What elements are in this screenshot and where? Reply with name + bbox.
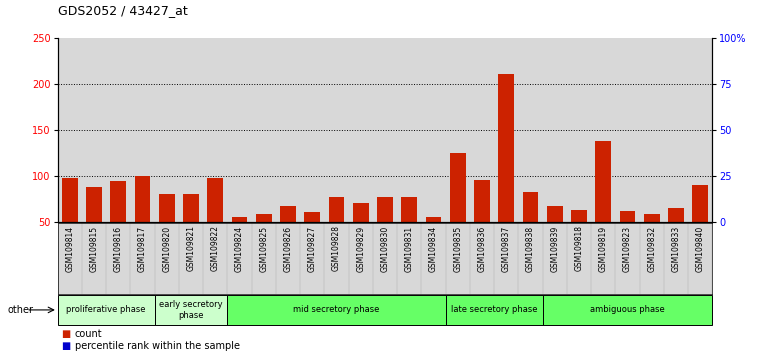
- Text: GSM109836: GSM109836: [477, 225, 487, 272]
- Bar: [256, 214, 272, 222]
- Bar: [571, 210, 587, 222]
- Text: GSM109831: GSM109831: [405, 225, 413, 272]
- Bar: [207, 178, 223, 222]
- Text: GSM109821: GSM109821: [186, 225, 196, 272]
- Bar: [110, 181, 126, 222]
- Bar: [474, 180, 490, 222]
- Bar: [353, 203, 369, 222]
- Bar: [135, 176, 150, 222]
- Bar: [377, 197, 393, 222]
- Text: GSM109819: GSM109819: [598, 225, 608, 272]
- Text: GSM109830: GSM109830: [380, 225, 390, 272]
- Text: ■: ■: [62, 341, 71, 350]
- Text: GSM109825: GSM109825: [259, 225, 268, 272]
- Bar: [426, 217, 441, 222]
- Text: GSM109820: GSM109820: [162, 225, 172, 272]
- Text: GSM109816: GSM109816: [114, 225, 123, 272]
- Text: GSM109827: GSM109827: [308, 225, 316, 272]
- Text: GSM109826: GSM109826: [283, 225, 293, 272]
- Text: GSM109835: GSM109835: [454, 225, 462, 272]
- Bar: [692, 185, 708, 222]
- Bar: [498, 74, 514, 222]
- Bar: [58, 295, 155, 325]
- Bar: [644, 214, 660, 222]
- Text: GSM109838: GSM109838: [526, 225, 535, 272]
- Text: GSM109814: GSM109814: [65, 225, 75, 272]
- Text: GSM109832: GSM109832: [647, 225, 656, 272]
- Bar: [547, 206, 563, 222]
- Bar: [155, 295, 227, 325]
- Text: count: count: [75, 329, 102, 339]
- Bar: [523, 192, 538, 222]
- Text: GSM109834: GSM109834: [429, 225, 438, 272]
- Bar: [401, 197, 417, 222]
- Text: GDS2052 / 43427_at: GDS2052 / 43427_at: [58, 4, 188, 17]
- Bar: [450, 153, 466, 222]
- Text: late secretory phase: late secretory phase: [450, 306, 537, 314]
- Text: mid secretory phase: mid secretory phase: [293, 306, 380, 314]
- Bar: [620, 211, 635, 222]
- Text: proliferative phase: proliferative phase: [66, 306, 146, 314]
- Bar: [227, 295, 446, 325]
- Bar: [543, 295, 712, 325]
- Bar: [232, 217, 247, 222]
- Text: GSM109829: GSM109829: [357, 225, 365, 272]
- Text: ■: ■: [62, 329, 71, 339]
- Text: GSM109828: GSM109828: [332, 225, 341, 272]
- Text: GSM109840: GSM109840: [695, 225, 705, 272]
- Text: GSM109817: GSM109817: [138, 225, 147, 272]
- Bar: [62, 178, 78, 222]
- Bar: [595, 141, 611, 222]
- Bar: [668, 208, 684, 222]
- Text: percentile rank within the sample: percentile rank within the sample: [75, 341, 239, 350]
- Bar: [183, 194, 199, 222]
- Bar: [280, 206, 296, 222]
- Text: GSM109818: GSM109818: [574, 225, 584, 272]
- Text: GSM109823: GSM109823: [623, 225, 632, 272]
- Text: ambiguous phase: ambiguous phase: [590, 306, 665, 314]
- Text: GSM109837: GSM109837: [502, 225, 511, 272]
- Bar: [304, 212, 320, 222]
- Text: GSM109815: GSM109815: [89, 225, 99, 272]
- Text: GSM109833: GSM109833: [671, 225, 681, 272]
- Bar: [86, 187, 102, 222]
- Text: GSM109822: GSM109822: [211, 225, 219, 272]
- Text: other: other: [8, 305, 34, 315]
- Text: GSM109839: GSM109839: [551, 225, 559, 272]
- Text: GSM109824: GSM109824: [235, 225, 244, 272]
- Bar: [159, 194, 175, 222]
- Bar: [446, 295, 543, 325]
- Text: early secretory
phase: early secretory phase: [159, 300, 223, 320]
- Bar: [329, 197, 344, 222]
